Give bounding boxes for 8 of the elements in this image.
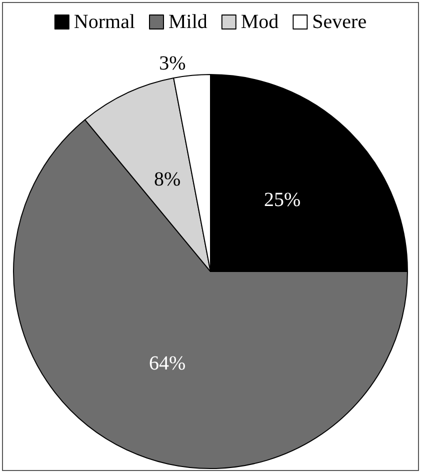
data-label: 8% bbox=[154, 168, 181, 191]
legend-label: Normal bbox=[74, 11, 136, 33]
data-label: 64% bbox=[148, 352, 186, 374]
legend-label: Mod bbox=[240, 11, 279, 33]
data-label: 3% bbox=[159, 52, 186, 74]
data-label: 25% bbox=[264, 188, 301, 211]
legend-label: Severe bbox=[312, 11, 367, 33]
legend-label: Mild bbox=[168, 11, 208, 33]
